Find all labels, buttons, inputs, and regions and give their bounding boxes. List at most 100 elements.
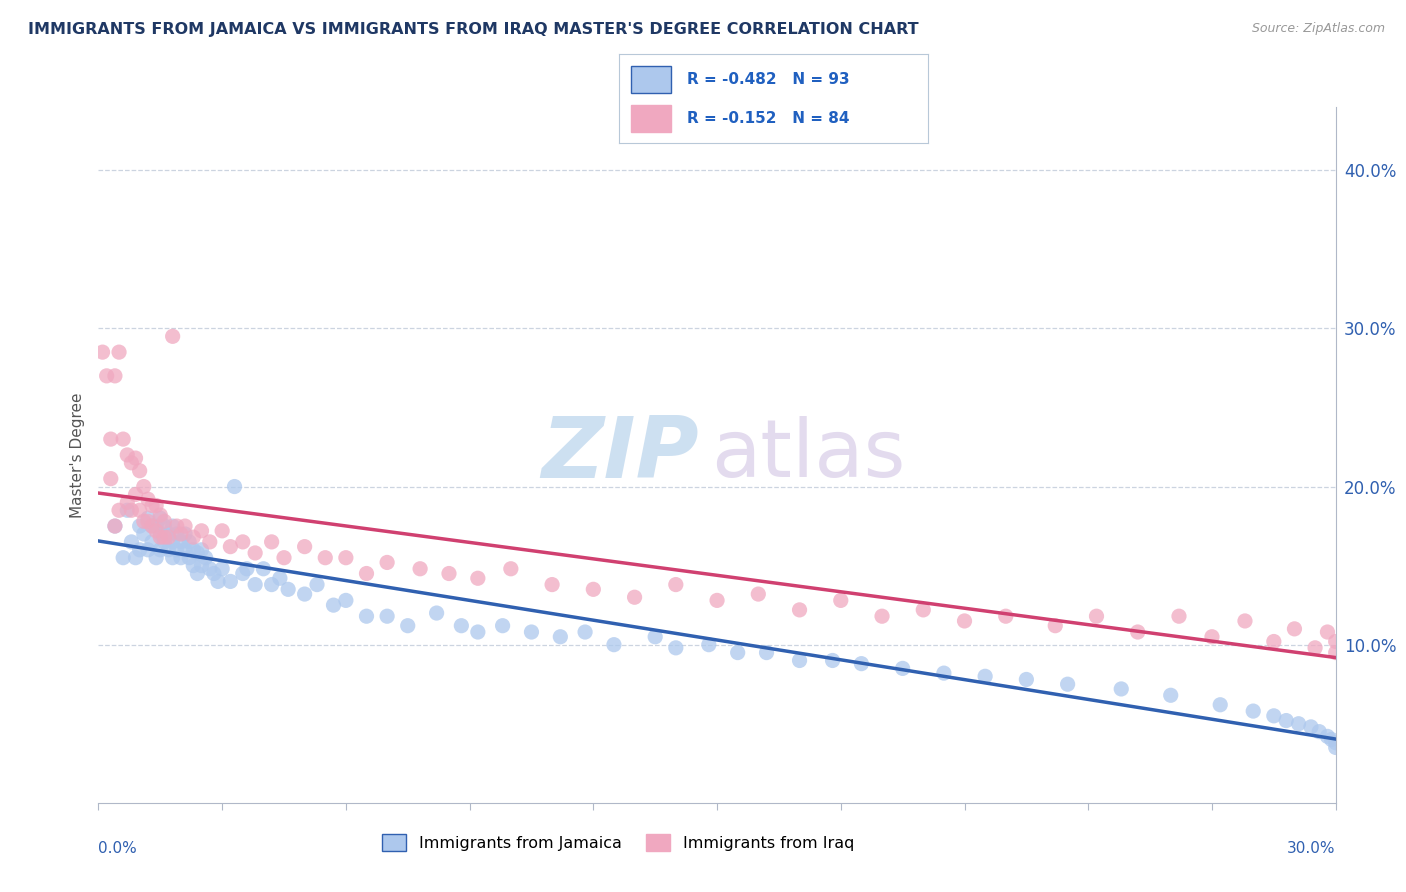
Point <box>149 511 172 525</box>
Point <box>117 503 139 517</box>
Point <box>1324 740 1347 755</box>
Point <box>132 479 155 493</box>
Point <box>375 556 398 570</box>
Text: R = -0.482   N = 93: R = -0.482 N = 93 <box>686 72 849 87</box>
Point <box>356 609 378 624</box>
Point <box>198 534 221 549</box>
Point <box>141 519 163 533</box>
Point <box>335 550 357 565</box>
Point <box>541 577 564 591</box>
Point <box>190 542 212 557</box>
Point <box>520 625 543 640</box>
Point <box>550 630 572 644</box>
Point <box>128 519 150 533</box>
Point <box>153 530 176 544</box>
Point <box>1263 708 1285 723</box>
Point <box>181 530 204 544</box>
Point <box>186 546 208 560</box>
Point <box>953 614 976 628</box>
Point <box>491 618 513 632</box>
Point <box>912 603 935 617</box>
Point <box>294 540 316 554</box>
Point <box>181 558 204 573</box>
Point <box>174 527 197 541</box>
Point <box>166 519 188 533</box>
Point <box>219 540 242 554</box>
Point <box>104 368 127 383</box>
Point <box>145 524 167 538</box>
Point <box>582 582 605 597</box>
Point <box>120 534 142 549</box>
Point <box>112 550 135 565</box>
Point <box>124 550 146 565</box>
Point <box>211 524 233 538</box>
Point <box>821 653 844 667</box>
Legend: Immigrants from Jamaica, Immigrants from Iraq: Immigrants from Jamaica, Immigrants from… <box>375 828 860 857</box>
Point <box>179 550 201 565</box>
Point <box>149 527 172 541</box>
Point <box>574 625 596 640</box>
Point <box>232 534 254 549</box>
Point <box>260 577 283 591</box>
Point <box>1303 640 1326 655</box>
Point <box>1168 609 1191 624</box>
Point <box>1109 681 1132 696</box>
Point <box>141 519 163 533</box>
Point <box>994 609 1017 624</box>
Point <box>851 657 873 671</box>
Point <box>157 542 180 557</box>
Point <box>120 456 142 470</box>
Point <box>1324 646 1347 660</box>
Point <box>243 546 266 560</box>
Point <box>1126 625 1149 640</box>
Point <box>747 587 769 601</box>
Point <box>870 609 893 624</box>
Point <box>153 519 176 533</box>
Point <box>136 542 159 557</box>
Point <box>974 669 997 683</box>
Point <box>294 587 316 601</box>
Point <box>170 550 193 565</box>
Point <box>1015 673 1038 687</box>
Point <box>1316 730 1339 744</box>
Point <box>273 550 295 565</box>
Point <box>145 550 167 565</box>
Point <box>179 534 201 549</box>
Point <box>1357 640 1379 655</box>
Point <box>1374 640 1396 655</box>
Point <box>1160 688 1182 702</box>
Point <box>108 503 131 517</box>
Point <box>277 582 299 597</box>
Text: atlas: atlas <box>711 416 905 494</box>
Point <box>207 574 229 589</box>
Point <box>170 527 193 541</box>
Point <box>224 479 246 493</box>
Point <box>186 566 208 581</box>
Point <box>157 527 180 541</box>
Text: ZIP: ZIP <box>541 413 699 497</box>
Point <box>1346 646 1368 660</box>
Point <box>153 534 176 549</box>
Point <box>100 432 122 446</box>
Point <box>128 464 150 478</box>
Point <box>426 606 449 620</box>
Point <box>1333 650 1355 665</box>
Point <box>467 625 489 640</box>
Point <box>706 593 728 607</box>
Text: 30.0%: 30.0% <box>1288 841 1336 856</box>
Point <box>181 542 204 557</box>
Point <box>198 562 221 576</box>
Point <box>1045 618 1067 632</box>
Point <box>260 534 283 549</box>
Point <box>437 566 460 581</box>
Point <box>252 562 274 576</box>
Point <box>166 542 188 557</box>
Point <box>1324 736 1347 750</box>
Point <box>162 329 184 343</box>
Text: IMMIGRANTS FROM JAMAICA VS IMMIGRANTS FROM IRAQ MASTER'S DEGREE CORRELATION CHAR: IMMIGRANTS FROM JAMAICA VS IMMIGRANTS FR… <box>28 22 918 37</box>
Point <box>396 618 419 632</box>
Point <box>136 514 159 528</box>
Point <box>243 577 266 591</box>
Point <box>932 666 955 681</box>
Point <box>1308 724 1330 739</box>
